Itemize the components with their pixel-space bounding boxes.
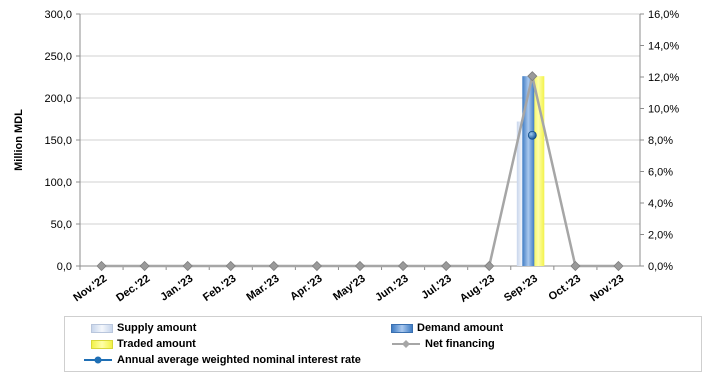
x-tick-label: Jul.'23 xyxy=(419,273,454,302)
legend-label-traded: Traded amount xyxy=(117,338,196,350)
legend: Supply amount Demand amount Traded amoun… xyxy=(64,316,702,372)
legend-item-interest-rate: Annual average weighted nominal interest… xyxy=(83,354,361,366)
point-net-financing xyxy=(398,260,409,272)
legend-label-interest-rate: Annual average weighted nominal interest… xyxy=(117,354,361,366)
legend-swatch-supply xyxy=(91,323,113,333)
x-tick-label: Mar.'23 xyxy=(244,273,281,304)
point-net-financing xyxy=(570,260,581,272)
legend-item-supply: Supply amount xyxy=(91,322,196,334)
point-net-financing xyxy=(527,71,538,82)
legend-swatch-demand xyxy=(391,323,413,333)
point-net-financing xyxy=(311,260,322,272)
y-axis-label: Million MDL xyxy=(13,109,25,171)
lines xyxy=(96,71,624,272)
point-net-financing xyxy=(613,260,624,272)
legend-label-demand: Demand amount xyxy=(417,322,504,334)
x-tick-label: Oct.'23 xyxy=(547,273,584,304)
chart: 0,0 50,0 100,0 150,0 200,0 250,0 300,0 0,0% 2,0… xyxy=(13,9,679,305)
legend-swatch-traded xyxy=(91,339,113,349)
y-tick-label: 0,0 xyxy=(57,261,72,273)
x-tick-label: Aug.'23 xyxy=(458,273,497,305)
y2-tick-label: 4,0% xyxy=(648,198,673,210)
x-tick-label: Sep.'23 xyxy=(502,273,540,305)
bar-demand xyxy=(522,76,535,266)
y-tick-label: 50,0 xyxy=(51,219,72,231)
y2-tick-label: 10,0% xyxy=(648,104,679,116)
legend-item-demand: Demand amount xyxy=(391,322,503,334)
y-tick-label: 250,0 xyxy=(44,51,72,63)
point-net-financing xyxy=(441,260,452,272)
point-net-financing xyxy=(139,260,150,272)
y-tick-label: 200,0 xyxy=(44,93,72,105)
gridlines xyxy=(79,13,641,267)
y-tick-label: 150,0 xyxy=(44,135,72,147)
bar-traded xyxy=(532,76,545,266)
bars xyxy=(516,76,545,267)
y2-tick-label: 16,0% xyxy=(648,9,679,21)
y2-tick-label: 8,0% xyxy=(648,135,673,147)
x-tick-label: Dec.'22 xyxy=(114,273,152,305)
legend-swatch-interest-rate xyxy=(84,356,112,364)
y2-tick-label: 14,0% xyxy=(648,41,679,53)
x-tick-label: Feb.'23 xyxy=(201,273,239,304)
legend-label-net-financing: Net financing xyxy=(425,338,495,350)
y2-tick-label: 6,0% xyxy=(648,167,673,179)
legend-item-traded: Traded amount xyxy=(91,338,196,350)
point-net-financing xyxy=(225,260,236,272)
legend-label-supply: Supply amount xyxy=(117,322,197,334)
y2-tick-label: 12,0% xyxy=(648,72,679,84)
y-axis-ticks: 0,0 50,0 100,0 150,0 200,0 250,0 300,0 xyxy=(44,9,80,273)
x-tick-label: May'23 xyxy=(331,273,368,304)
x-tick-label: Apr.'23 xyxy=(288,273,325,304)
point-net-financing xyxy=(96,260,107,272)
y-tick-label: 300,0 xyxy=(44,9,72,21)
point-interest-rate xyxy=(527,130,537,140)
y2-tick-label: 0,0% xyxy=(648,261,673,273)
y2-tick-label: 2,0% xyxy=(648,230,673,242)
point-net-financing xyxy=(354,260,366,272)
x-tick-label: Jan.'23 xyxy=(158,273,195,304)
point-net-financing xyxy=(268,260,279,272)
point-net-financing xyxy=(182,260,193,272)
x-tick-label: Nov.'22 xyxy=(71,273,109,305)
legend-swatch-net-financing xyxy=(392,340,420,348)
legend-item-net-financing: Net financing xyxy=(391,338,495,350)
x-axis-ticks: Nov.'22 Dec.'22 Jan.'23 Feb.'23 Mar.'23 Apr.'… xyxy=(71,266,626,305)
x-tick-label: Nov.'23 xyxy=(588,273,626,305)
y-tick-label: 100,0 xyxy=(44,177,72,189)
y2-axis-ticks: 0,0% 2,0% 4,0% 6,0% 8,0% 10,0% 12,0% 14,0% 16,0% xyxy=(640,9,679,273)
point-net-financing xyxy=(484,260,495,272)
x-tick-label: Jun.'23 xyxy=(373,273,411,304)
